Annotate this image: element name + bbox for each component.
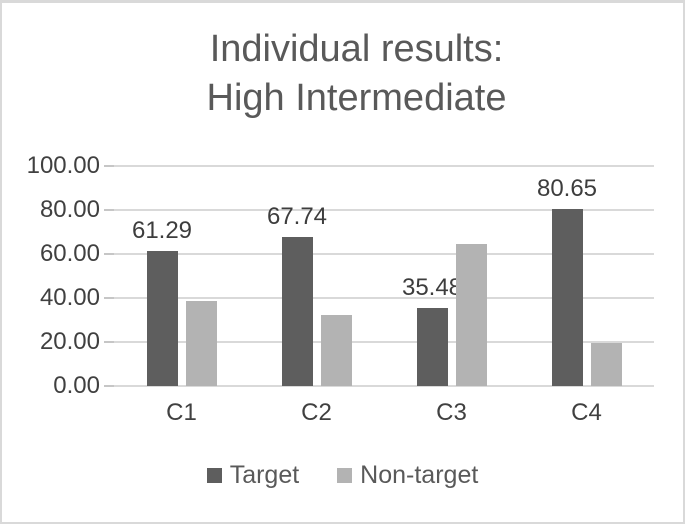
bar-group-C4: 80.65 [519,166,654,386]
bar-target-c1: 61.29 [132,217,192,386]
y-axis-label: 60.00 [39,240,100,267]
y-axis-label: 0.00 [53,372,100,399]
x-axis: C1 C2 C3 C4 [114,399,654,427]
chart-title: Individual results: High Intermediate [2,25,683,123]
y-tick-60.00 [104,253,114,255]
y-axis-label: 20.00 [39,328,100,355]
bar-group-C1: 61.29 [114,166,249,386]
plot-area: 61.29 67.74 35.48 80.65 [104,165,654,387]
bar-target-c3: 35.48 [402,274,462,386]
x-axis-label-c4: C4 [571,399,602,426]
legend-swatch-target [206,468,222,483]
gridline-0.00 [114,385,654,387]
y-tick-80.00 [104,209,114,211]
gridline-40.00 [114,297,654,299]
bar-target-c2: 67.74 [267,203,327,386]
legend-label-target: Target [229,461,300,489]
data-label-c4: 80.65 [536,174,598,202]
data-label-c1: 61.29 [131,217,193,245]
y-tick-40.00 [104,297,114,299]
y-tick-100.00 [104,165,114,167]
gridline-20.00 [114,341,654,343]
chart-title-line-2: High Intermediate [206,77,507,119]
chart-title-line-1: Individual results: [209,28,504,70]
x-axis-label-c3: C3 [436,399,467,426]
y-tick-20.00 [104,341,114,343]
x-axis-label-c2: C2 [301,399,332,426]
bar-group-C2: 67.74 [249,166,384,386]
legend: Target Non-target [2,461,683,490]
x-axis-label-c1: C1 [166,399,197,426]
bar-target-c4: 80.65 [537,175,597,386]
gridline-100.00 [114,165,654,167]
bar-non-target-c4 [590,343,622,386]
data-label-c2: 67.74 [266,202,328,230]
legend-label-non-target: Non-target [360,461,479,489]
bar-non-target-c1 [185,300,217,386]
y-axis-label: 40.00 [39,284,100,311]
y-tick-0.00 [104,385,114,387]
y-axis-label: 100.00 [26,152,100,179]
bar-group-C3: 35.48 [384,166,519,386]
legend-item-non-target: Non-target [337,461,478,490]
bar-non-target-c3 [455,244,487,386]
y-axis-label: 80.00 [39,196,100,223]
data-label-c3: 35.48 [401,273,463,301]
legend-item-target: Target [206,461,300,490]
gridline-60.00 [114,253,654,255]
bar-non-target-c2 [320,315,352,386]
gridline-80.00 [114,209,654,211]
legend-swatch-non-target [337,468,353,483]
